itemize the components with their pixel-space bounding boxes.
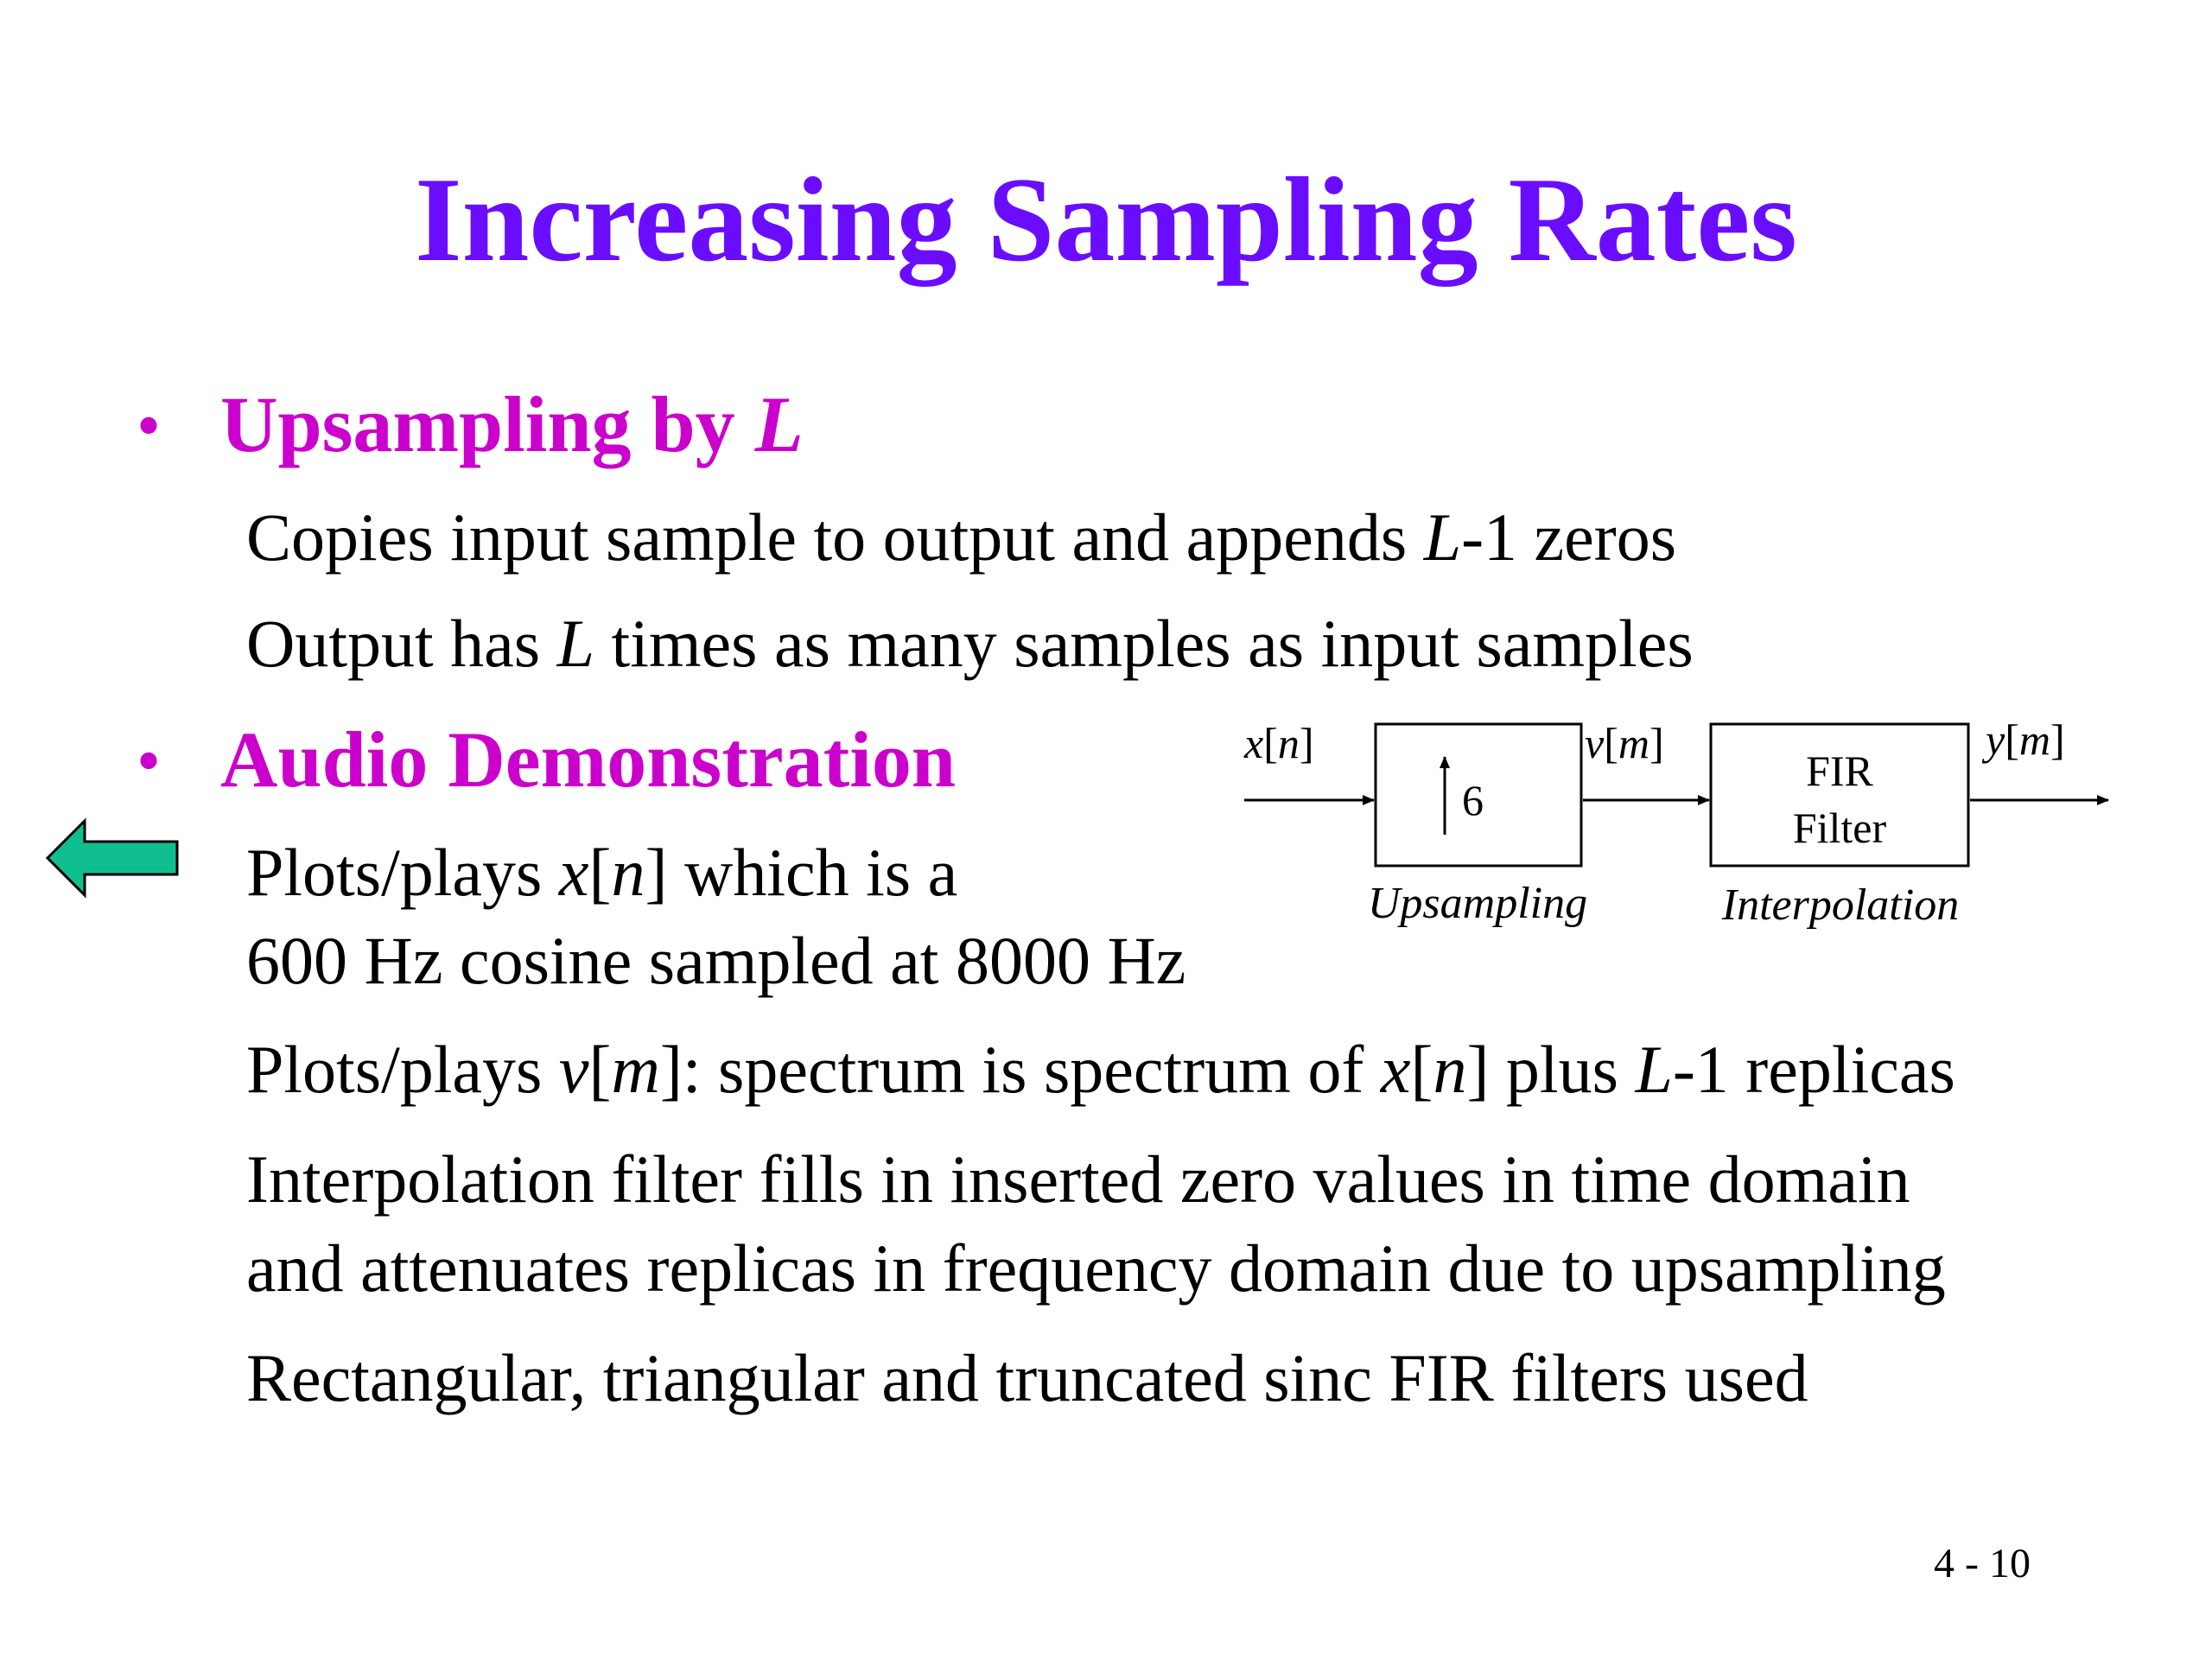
- text-run: Plots/plays: [246, 835, 559, 910]
- text-run: Plots/plays: [246, 1032, 559, 1107]
- text-run: Copies input sample to output and append…: [246, 499, 1424, 575]
- bullet-dot: •: [137, 723, 162, 799]
- text-run: -1 replicas: [1672, 1032, 1955, 1107]
- bullet-dot: •: [137, 388, 162, 464]
- bullet-heading-text: Upsampling by: [220, 380, 755, 468]
- body-line: 600 Hz cosine sampled at 8000 Hz: [246, 923, 1186, 998]
- filter-label-line1: FIR: [1806, 747, 1873, 795]
- math-var: x: [1380, 1032, 1411, 1107]
- interpolation-caption: Interpolation: [1721, 880, 1960, 930]
- upsampling-caption: Upsampling: [1367, 879, 1588, 928]
- body-line: and attenuates replicas in frequency dom…: [246, 1230, 1946, 1306]
- text-run: Output has: [246, 606, 557, 681]
- math-var: n: [611, 835, 645, 910]
- body-line: Plots/plays x[n] which is a: [246, 830, 957, 916]
- input-signal-label: x[n]: [1244, 719, 1314, 767]
- text-run: ] plus: [1466, 1032, 1636, 1107]
- body-line: Output has L times as many samples as in…: [246, 601, 1694, 687]
- diagram-lines: [1244, 722, 2109, 868]
- math-var: m: [611, 1032, 660, 1107]
- fir-filter-block: [1709, 722, 1970, 868]
- text-run: ]: spectrum is spectrum of: [659, 1032, 1381, 1107]
- mid-signal-label: v[m]: [1585, 719, 1664, 767]
- math-var: L: [1423, 499, 1462, 575]
- bullet-heading-audio-demo: Audio Demonstration: [220, 715, 957, 804]
- upsample-factor: 6: [1462, 776, 1484, 824]
- text-run: [: [1410, 1032, 1433, 1107]
- bullet-heading-upsampling: Upsampling by L: [220, 377, 804, 472]
- text-run: [: [588, 1032, 612, 1107]
- upsampler-block: [1374, 722, 1583, 868]
- bullet-heading-var: L: [754, 380, 804, 468]
- body-line: Rectangular, triangular and truncated si…: [246, 1340, 1808, 1415]
- text-run: -1 zeros: [1461, 499, 1677, 575]
- body-line: Plots/plays v[m]: spectrum is spectrum o…: [246, 1027, 1955, 1113]
- text-run: ] which is a: [645, 835, 958, 910]
- body-line: Copies input sample to output and append…: [246, 494, 1676, 581]
- page-number: 4 - 10: [1934, 1541, 2031, 1586]
- text-run: [: [588, 835, 612, 910]
- text-run: times as many samples as input samples: [594, 606, 1694, 681]
- math-var: n: [1433, 1032, 1467, 1107]
- math-var: L: [556, 606, 595, 681]
- math-var: L: [1635, 1032, 1673, 1107]
- output-signal-label: y[m]: [1986, 715, 2065, 764]
- math-var: x: [558, 835, 589, 910]
- block-diagram: x[n] v[m] y[m] 6 FIR Filter Upsampling I…: [1236, 709, 2117, 959]
- left-arrow-icon[interactable]: [43, 817, 181, 899]
- math-var: v: [558, 1032, 589, 1107]
- body-line: Interpolation filter fills in inserted z…: [246, 1141, 1910, 1217]
- filter-label-line2: Filter: [1792, 804, 1887, 852]
- slide-title: Increasing Sampling Rates: [415, 153, 1797, 287]
